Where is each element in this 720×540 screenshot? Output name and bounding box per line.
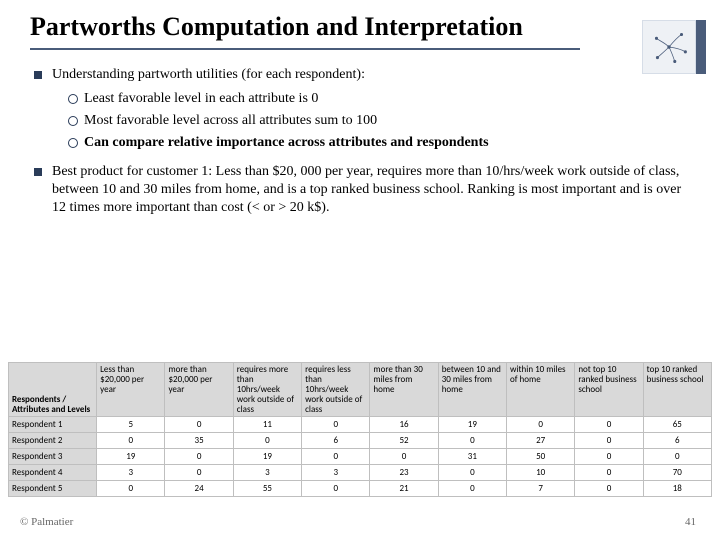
table-row: Respondent 2035065202706 <box>9 433 712 449</box>
cell: 0 <box>165 449 233 465</box>
table-row: Respondent 31901900315000 <box>9 449 712 465</box>
cell: 16 <box>370 417 438 433</box>
cell: 0 <box>575 417 643 433</box>
col-h: requires less than 10hrs/week work outsi… <box>302 363 370 417</box>
col-h: within 10 miles of home <box>507 363 575 417</box>
row-label: Respondent 2 <box>9 433 97 449</box>
cell: 0 <box>438 465 506 481</box>
cell: 65 <box>643 417 711 433</box>
cell: 19 <box>233 449 301 465</box>
cell: 0 <box>302 417 370 433</box>
row-header-title: Respondents / Attributes and Levels <box>9 363 97 417</box>
col-h: more than 30 miles from home <box>370 363 438 417</box>
footer-copyright: © Palmatier <box>20 516 73 528</box>
cell: 0 <box>302 449 370 465</box>
cell: 3 <box>233 465 301 481</box>
row-label: Respondent 3 <box>9 449 97 465</box>
cell: 7 <box>507 481 575 497</box>
cell: 5 <box>97 417 165 433</box>
table-row: Respondent 15011016190065 <box>9 417 712 433</box>
cell: 0 <box>575 465 643 481</box>
col-h: more than $20,000 per year <box>165 363 233 417</box>
cell: 21 <box>370 481 438 497</box>
cell: 0 <box>575 449 643 465</box>
col-h: between 10 and 30 miles from home <box>438 363 506 417</box>
cell: 19 <box>438 417 506 433</box>
cell: 31 <box>438 449 506 465</box>
table-header-row: Respondents / Attributes and Levels Less… <box>9 363 712 417</box>
cell: 27 <box>507 433 575 449</box>
cell: 0 <box>507 417 575 433</box>
bullet-1b: Most favorable level across all attribut… <box>68 112 690 130</box>
col-h: top 10 ranked business school <box>643 363 711 417</box>
bullet-1: Understanding partworth utilities (for e… <box>34 66 690 153</box>
cell: 35 <box>165 433 233 449</box>
partworth-table-wrap: Respondents / Attributes and Levels Less… <box>8 362 712 497</box>
cell: 0 <box>165 465 233 481</box>
cell: 70 <box>643 465 711 481</box>
col-h: not top 10 ranked business school <box>575 363 643 417</box>
bullet-1-text: Understanding partworth utilities (for e… <box>52 67 365 82</box>
row-label: Respondent 1 <box>9 417 97 433</box>
partworth-table: Respondents / Attributes and Levels Less… <box>8 362 712 497</box>
title-rule <box>30 48 580 50</box>
cell: 6 <box>302 433 370 449</box>
cell: 0 <box>643 449 711 465</box>
cell: 0 <box>370 449 438 465</box>
cell: 24 <box>165 481 233 497</box>
cell: 50 <box>507 449 575 465</box>
cell: 0 <box>575 481 643 497</box>
bullet-1c: Can compare relative importance across a… <box>68 134 690 152</box>
cell: 52 <box>370 433 438 449</box>
page-number: 41 <box>685 516 696 528</box>
bullet-2: Best product for customer 1: Less than $… <box>34 163 690 218</box>
cell: 0 <box>575 433 643 449</box>
table-row: Respondent 4303323010070 <box>9 465 712 481</box>
cell: 6 <box>643 433 711 449</box>
table-row: Respondent 50245502107018 <box>9 481 712 497</box>
accent-bar <box>696 20 706 74</box>
row-label: Respondent 5 <box>9 481 97 497</box>
col-h: Less than $20,000 per year <box>97 363 165 417</box>
col-h: requires more than 10hrs/week work outsi… <box>233 363 301 417</box>
bullet-1a: Least favorable level in each attribute … <box>68 90 690 108</box>
cell: 0 <box>233 433 301 449</box>
cell: 0 <box>97 481 165 497</box>
cell: 23 <box>370 465 438 481</box>
page-title: Partworths Computation and Interpretatio… <box>30 12 690 42</box>
cell: 0 <box>97 433 165 449</box>
cell: 19 <box>97 449 165 465</box>
cell: 55 <box>233 481 301 497</box>
cell: 0 <box>438 433 506 449</box>
body-content: Understanding partworth utilities (for e… <box>0 56 720 217</box>
cell: 18 <box>643 481 711 497</box>
cell: 11 <box>233 417 301 433</box>
cell: 0 <box>165 417 233 433</box>
cell: 10 <box>507 465 575 481</box>
cell: 3 <box>97 465 165 481</box>
cell: 0 <box>438 481 506 497</box>
cell: 3 <box>302 465 370 481</box>
cell: 0 <box>302 481 370 497</box>
row-label: Respondent 4 <box>9 465 97 481</box>
